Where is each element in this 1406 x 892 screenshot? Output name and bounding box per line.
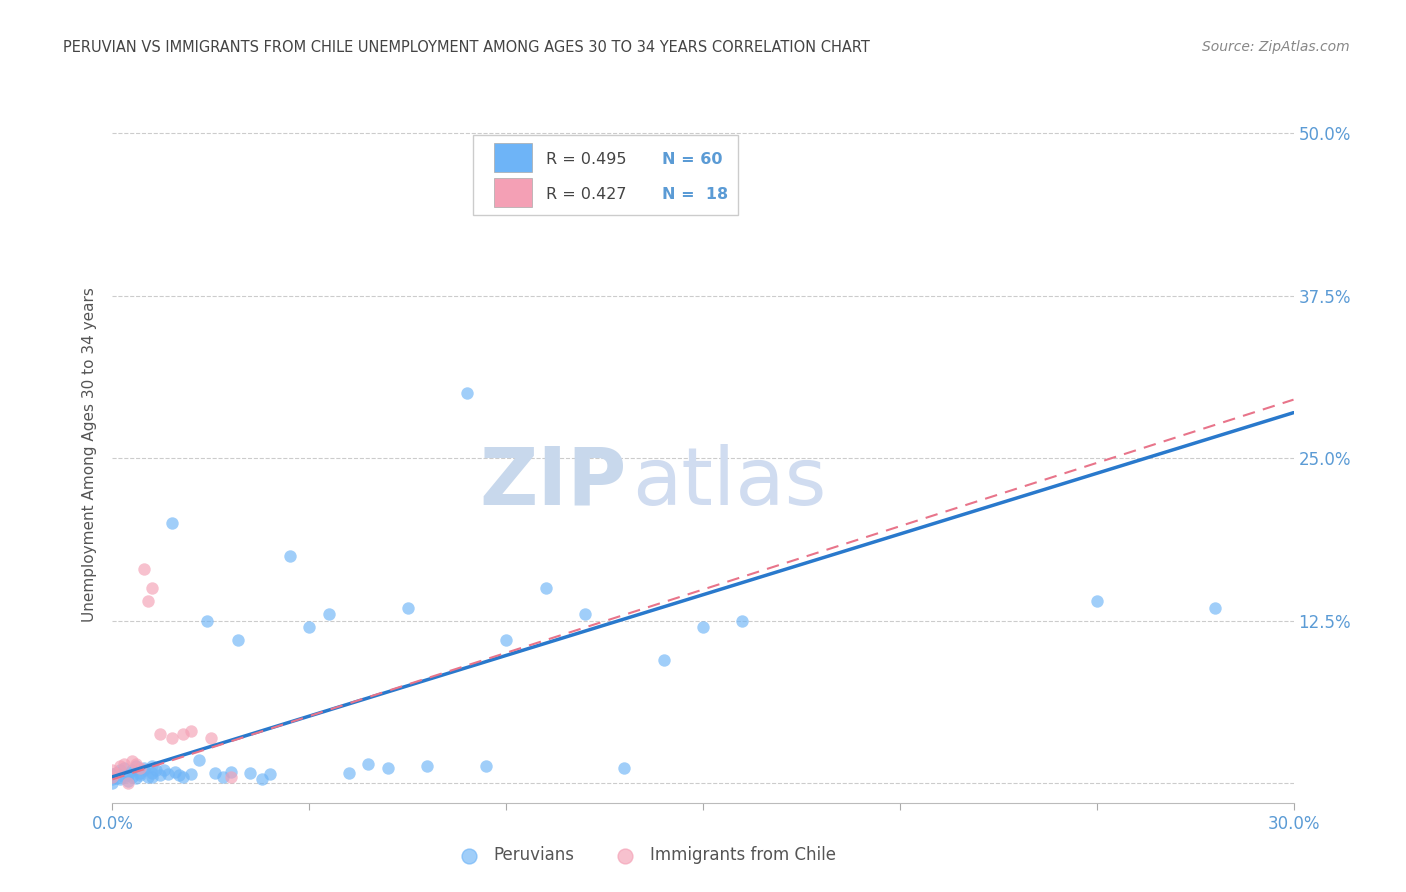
Point (731, 614, 754, 628)
Point (129, 765, 152, 780)
Point (141, 765, 163, 780)
Point (101, 770, 124, 784)
Point (136, 770, 159, 784)
Point (110, 764, 132, 778)
Point (692, 620, 714, 634)
Point (219, 764, 242, 779)
Point (200, 731, 222, 745)
Point (141, 581, 163, 595)
Point (117, 773, 139, 788)
Point (357, 756, 380, 771)
Point (250, 772, 273, 787)
Point (152, 764, 174, 778)
Point (112, 770, 135, 784)
Point (180, 724, 202, 739)
Point (110, 772, 132, 787)
Point (132, 761, 155, 775)
Point (278, 549, 301, 563)
FancyBboxPatch shape (494, 178, 531, 207)
Point (117, 776, 139, 790)
Point (377, 761, 399, 775)
Point (228, 633, 250, 648)
Point (149, 727, 172, 741)
Point (337, 765, 360, 780)
Point (117, 768, 139, 782)
Point (112, 756, 135, 771)
Point (129, 768, 152, 782)
Point (165, 764, 187, 779)
Point (149, 768, 172, 782)
Text: R = 0.427: R = 0.427 (546, 187, 627, 202)
Point (112, 761, 135, 775)
Point (129, 761, 152, 775)
Point (456, 386, 478, 401)
Text: N = 60: N = 60 (662, 153, 723, 168)
Point (534, 581, 557, 595)
Point (475, 759, 498, 773)
Point (101, 776, 124, 790)
Point (613, 761, 636, 775)
Text: ZIP: ZIP (479, 443, 626, 522)
Point (121, 770, 143, 784)
Point (145, 764, 167, 778)
Point (172, 770, 194, 784)
Point (1204, 600, 1226, 615)
Point (652, 653, 675, 667)
Point (110, 759, 132, 773)
Text: atlas: atlas (633, 443, 827, 522)
Point (125, 756, 148, 771)
Point (188, 753, 211, 767)
Text: N =  18: N = 18 (662, 187, 728, 202)
Point (416, 759, 439, 773)
Point (495, 633, 517, 648)
Point (169, 768, 191, 782)
Point (172, 727, 194, 741)
Point (574, 607, 596, 622)
Point (125, 759, 148, 773)
Point (121, 764, 143, 778)
Point (156, 767, 179, 781)
Point (195, 614, 218, 628)
Point (121, 754, 143, 768)
Point (211, 770, 233, 784)
FancyBboxPatch shape (472, 135, 738, 215)
Point (141, 759, 163, 773)
FancyBboxPatch shape (494, 143, 531, 172)
Point (105, 771, 128, 785)
Point (141, 770, 163, 784)
Y-axis label: Unemployment Among Ages 30 to 34 years: Unemployment Among Ages 30 to 34 years (82, 287, 97, 623)
Point (160, 731, 183, 745)
Legend: Peruvians, Immigrants from Chile: Peruvians, Immigrants from Chile (446, 839, 842, 871)
Point (136, 594, 159, 608)
Point (219, 770, 242, 784)
Point (160, 516, 183, 531)
Text: R = 0.495: R = 0.495 (546, 153, 627, 168)
Point (101, 764, 124, 778)
Point (1085, 594, 1108, 608)
Point (101, 767, 124, 781)
Point (105, 765, 128, 780)
Text: Source: ZipAtlas.com: Source: ZipAtlas.com (1202, 40, 1350, 54)
Point (396, 600, 419, 615)
Text: PERUVIAN VS IMMIGRANTS FROM CHILE UNEMPLOYMENT AMONG AGES 30 TO 34 YEARS CORRELA: PERUVIAN VS IMMIGRANTS FROM CHILE UNEMPL… (63, 40, 870, 55)
Point (204, 765, 226, 780)
Point (132, 562, 155, 576)
Point (239, 765, 262, 780)
Point (180, 767, 202, 781)
Point (132, 764, 155, 778)
Point (125, 771, 148, 785)
Point (298, 620, 321, 634)
Point (318, 607, 340, 622)
Point (101, 772, 124, 787)
Point (105, 765, 128, 780)
Point (259, 767, 281, 781)
